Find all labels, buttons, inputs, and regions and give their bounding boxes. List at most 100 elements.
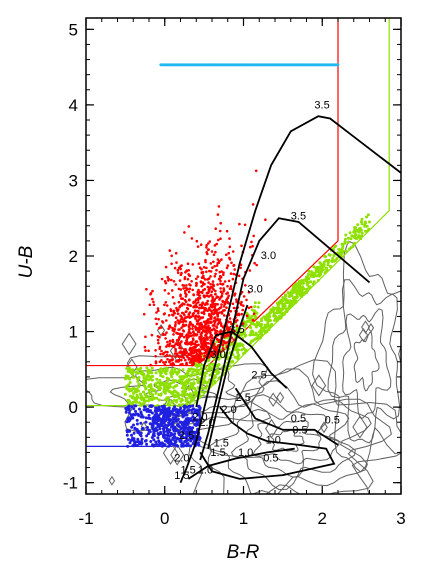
red-point: [201, 289, 205, 292]
red-point: [184, 310, 188, 314]
green-point: [187, 394, 191, 398]
green-point: [333, 245, 337, 249]
blue-point: [193, 434, 197, 438]
red-point: [173, 302, 176, 305]
red-point: [179, 363, 182, 366]
red-point: [215, 296, 218, 299]
green-point: [341, 245, 345, 248]
green-point: [197, 368, 201, 372]
track-label: 0.5: [263, 453, 278, 465]
red-point: [205, 344, 208, 348]
green-point: [171, 378, 175, 382]
red-point: [235, 324, 239, 328]
green-point: [240, 348, 244, 352]
green-point: [326, 263, 330, 267]
blue-point: [190, 437, 194, 441]
green-point: [248, 325, 252, 329]
green-point: [128, 377, 132, 381]
red-point: [219, 282, 222, 286]
density-contour: [208, 394, 356, 491]
red-point: [229, 310, 233, 313]
green-point: [128, 367, 132, 371]
blue-point: [197, 443, 201, 447]
blue-point: [156, 436, 160, 440]
green-point: [136, 371, 140, 375]
red-point: [217, 205, 221, 208]
red-point: [231, 277, 235, 281]
red-point: [188, 342, 191, 345]
blue-point: [181, 431, 185, 435]
green-point: [353, 241, 357, 245]
track-label: 1.0: [198, 465, 213, 477]
track-label: 2.5: [251, 369, 266, 381]
red-point: [215, 329, 219, 333]
green-point: [172, 386, 176, 389]
red-point: [204, 320, 208, 323]
green-point: [344, 249, 348, 253]
red-point: [218, 274, 222, 278]
red-point: [195, 277, 198, 281]
red-point: [228, 258, 232, 261]
blue-point: [188, 404, 192, 408]
red-point: [210, 250, 214, 253]
green-point: [202, 390, 206, 394]
green-point: [275, 307, 279, 311]
red-point: [181, 324, 185, 327]
red-point: [213, 328, 216, 332]
green-point: [184, 383, 188, 387]
blue-point: [155, 429, 159, 432]
blue-point: [166, 434, 170, 438]
density-contour: [170, 444, 185, 466]
green-point: [284, 298, 288, 302]
green-point: [253, 305, 257, 309]
green-point: [191, 384, 195, 388]
green-point: [293, 295, 297, 299]
green-point: [189, 382, 193, 385]
red-point: [216, 314, 220, 318]
red-point: [264, 218, 267, 221]
red-point: [164, 301, 168, 304]
red-point: [218, 331, 222, 334]
green-point: [166, 387, 169, 391]
blue-point: [187, 426, 191, 430]
track-label: 0.5: [291, 413, 306, 425]
track-label: 2.5: [179, 430, 194, 442]
red-point: [204, 337, 207, 341]
red-point: [188, 316, 191, 319]
red-point: [182, 312, 185, 315]
red-point: [217, 321, 221, 324]
green-point: [196, 371, 200, 375]
green-point: [192, 398, 196, 402]
green-point: [143, 393, 147, 396]
red-point: [196, 298, 200, 302]
red-point: [173, 312, 176, 315]
green-point: [137, 382, 141, 386]
green-point: [157, 388, 161, 392]
red-point: [218, 318, 222, 321]
green-point: [183, 390, 187, 394]
green-point: [307, 286, 311, 290]
green-point: [269, 310, 273, 314]
blue-point: [175, 423, 179, 427]
red-point: [203, 278, 207, 281]
density-contour: [265, 418, 278, 439]
red-point: [238, 222, 241, 226]
red-point: [210, 316, 213, 319]
red-point: [226, 284, 229, 288]
green-point: [163, 382, 167, 386]
green-point: [309, 280, 313, 284]
green-point: [173, 389, 176, 393]
blue-point: [140, 427, 144, 431]
green-point: [267, 328, 271, 331]
red-point: [220, 294, 224, 298]
red-point: [251, 244, 254, 248]
red-point: [218, 306, 222, 310]
blue-point: [150, 425, 154, 429]
red-point: [174, 251, 178, 255]
red-point: [226, 327, 230, 330]
red-point: [233, 268, 236, 271]
red-point: [196, 245, 200, 248]
blue-point: [162, 430, 166, 434]
red-point: [164, 360, 168, 364]
red-point: [221, 343, 225, 347]
